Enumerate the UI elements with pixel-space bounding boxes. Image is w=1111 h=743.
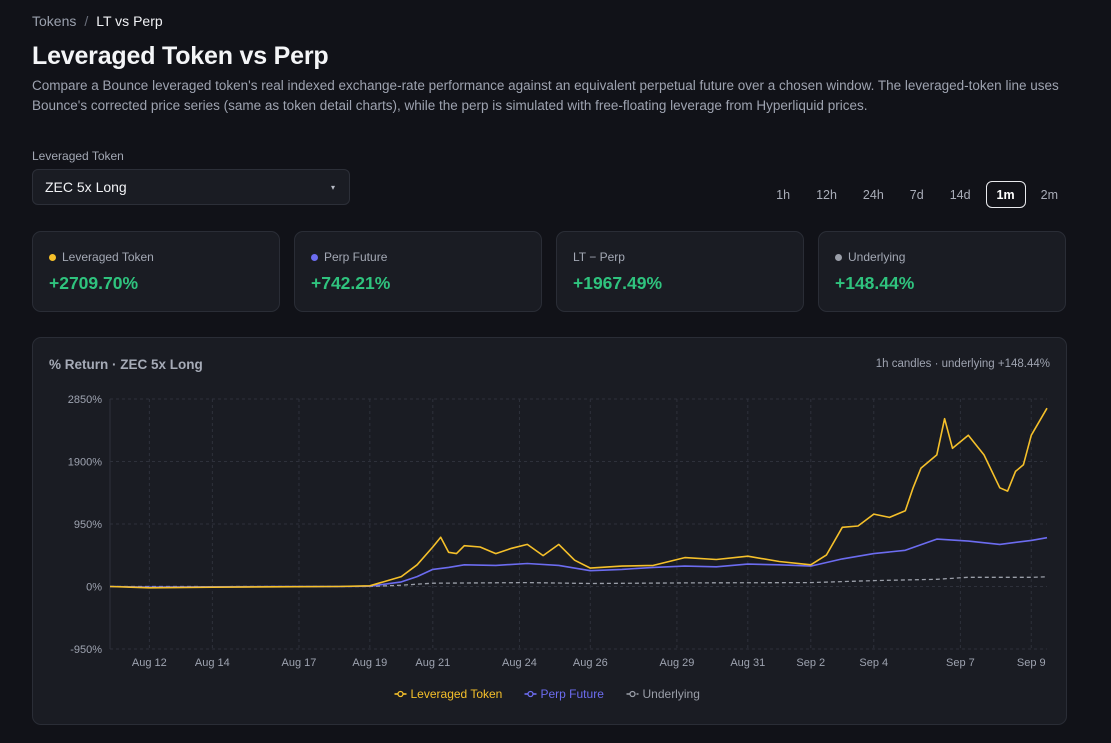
- range-tab-12h[interactable]: 12h: [816, 187, 837, 202]
- stat-label: LT − Perp: [573, 250, 625, 264]
- range-tab-1m[interactable]: 1m: [985, 181, 1026, 208]
- range-tab-7d[interactable]: 7d: [909, 187, 924, 202]
- legend-label: Perp Future: [541, 687, 605, 701]
- perp-future-dot-icon: [311, 253, 318, 261]
- x-tick-label: Sep 7: [946, 657, 975, 669]
- range-tab-24h[interactable]: 24h: [862, 187, 884, 202]
- y-tick-label: 950%: [74, 519, 102, 531]
- return-chart[interactable]: 2850% 1900% 950% 0% -950% Aug 12 Aug 14 Aug 17 A…: [33, 338, 1068, 726]
- range-tab-1h[interactable]: 1h: [776, 187, 791, 202]
- x-tick-label: Aug 31: [730, 657, 765, 669]
- range-tab-14d[interactable]: 14d: [949, 187, 971, 202]
- token-select-value: ZEC 5x Long: [45, 179, 127, 195]
- series-line-underlying: [109, 576, 1048, 588]
- x-tick-label: Sep 2: [796, 657, 825, 669]
- legend-marker-icon: [527, 690, 534, 698]
- breadcrumb: Tokens / LT vs Perp: [32, 13, 163, 29]
- underlying-dot-icon: [835, 253, 842, 261]
- token-select-label: Leveraged Token: [32, 149, 124, 163]
- x-tick-label: Aug 29: [659, 657, 694, 669]
- legend-item-perp-future[interactable]: Perp Future: [524, 687, 605, 701]
- x-tick-label: Aug 26: [573, 657, 608, 669]
- y-tick-label: 0%: [86, 582, 102, 594]
- stat-card-lt-minus-perp: LT − Perp +1967.49%: [556, 231, 804, 312]
- x-tick-label: Sep 9: [1017, 657, 1046, 669]
- legend-label: Leveraged Token: [411, 687, 503, 701]
- breadcrumb-tokens-link[interactable]: Tokens: [32, 13, 77, 29]
- range-tab-2m[interactable]: 2m: [1040, 187, 1058, 202]
- chevron-down-icon: ▾: [330, 182, 335, 192]
- breadcrumb-current: LT vs Perp: [96, 13, 163, 29]
- return-chart-card: % Return · ZEC 5x Long 1h candles · unde…: [32, 337, 1067, 725]
- legend-item-leveraged-token[interactable]: Leveraged Token: [394, 687, 503, 701]
- series-line-leveraged-token: [109, 407, 1048, 589]
- page-description: Compare a Bounce leveraged token's real …: [32, 78, 1059, 113]
- stat-value-lt-minus-perp: +1967.49%: [573, 273, 663, 293]
- x-tick-label: Aug 14: [195, 657, 230, 669]
- x-tick-label: Aug 12: [132, 657, 167, 669]
- y-tick-label: -950%: [70, 644, 102, 656]
- x-tick-label: Aug 17: [282, 657, 317, 669]
- y-tick-label: 2850%: [68, 394, 102, 406]
- stat-value-leveraged-token: +2709.70%: [49, 273, 139, 293]
- x-tick-label: Aug 21: [415, 657, 450, 669]
- stat-card-leveraged-token: Leveraged Token +2709.70%: [32, 231, 280, 312]
- stat-value-perp-future: +742.21%: [311, 273, 391, 293]
- page-title: Leveraged Token vs Perp: [32, 42, 329, 70]
- legend-item-underlying[interactable]: Underlying: [626, 687, 700, 701]
- legend-label: Underlying: [643, 687, 700, 701]
- time-range-tabs: 1h 12h 24h 7d 14d 1m 2m: [765, 181, 1069, 208]
- stat-value-underlying: +148.44%: [835, 273, 915, 293]
- stat-card-underlying: Underlying +148.44%: [818, 231, 1066, 312]
- chart-title: % Return · ZEC 5x Long: [49, 357, 203, 372]
- y-tick-label: 1900%: [68, 457, 102, 469]
- x-tick-label: Sep 4: [859, 657, 888, 669]
- stat-label: Perp Future: [324, 250, 388, 264]
- x-tick-label: Aug 19: [352, 657, 387, 669]
- chart-meta: 1h candles · underlying +148.44%: [875, 358, 1050, 370]
- x-tick-label: Aug 24: [502, 657, 537, 669]
- stat-label: Leveraged Token: [62, 250, 154, 264]
- stat-card-perp-future: Perp Future +742.21%: [294, 231, 542, 312]
- token-select[interactable]: ZEC 5x Long ▾: [32, 169, 350, 205]
- legend-marker-icon: [397, 690, 404, 698]
- leveraged-token-dot-icon: [49, 253, 56, 261]
- stat-label: Underlying: [848, 250, 906, 264]
- legend-marker-icon: [629, 690, 636, 698]
- breadcrumb-separator: /: [84, 13, 89, 29]
